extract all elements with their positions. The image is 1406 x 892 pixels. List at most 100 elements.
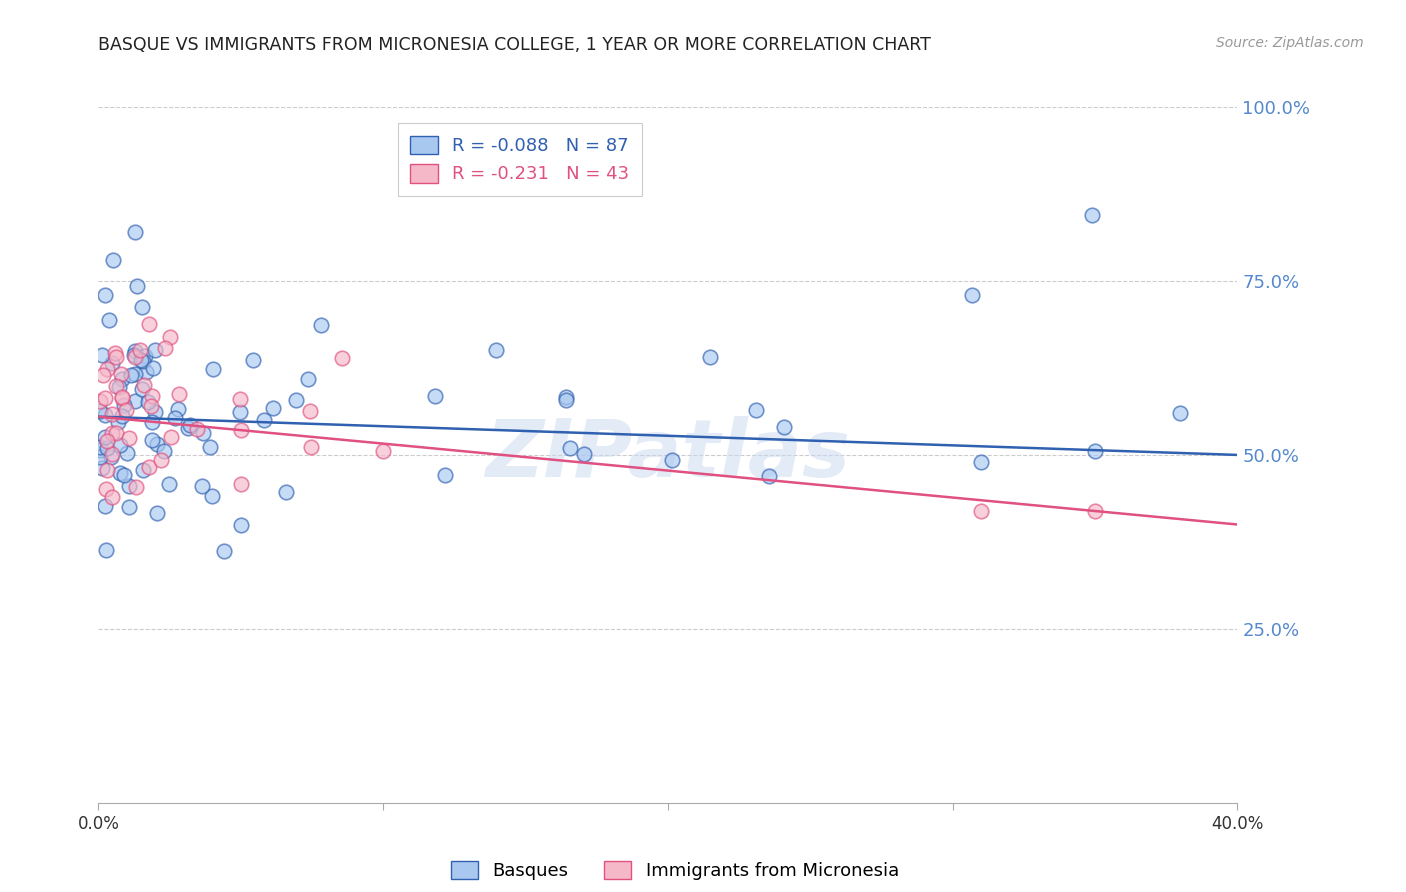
Point (143, 405, 166, 419)
Point (131, 300, 153, 314)
Point (94, 408, 117, 422)
Point (122, 348, 145, 362)
Point (115, 403, 138, 417)
Point (96, 463, 118, 477)
Point (94, 288, 117, 302)
Point (661, 453, 683, 467)
Point (150, 453, 173, 467)
Point (97, 313, 120, 327)
Point (110, 372, 132, 386)
Point (1170, 406, 1192, 420)
Point (138, 317, 160, 331)
Point (129, 343, 152, 357)
Point (112, 398, 135, 412)
Point (574, 447, 596, 461)
Point (125, 480, 148, 494)
Point (105, 378, 128, 392)
Point (89, 394, 111, 409)
Point (201, 362, 224, 376)
Point (1084, 503, 1107, 517)
Point (1081, 208, 1104, 222)
Point (177, 421, 200, 435)
Point (299, 404, 322, 418)
Point (141, 389, 163, 403)
Point (214, 544, 236, 558)
Text: BASQUE VS IMMIGRANTS FROM MICRONESIA COLLEGE, 1 YEAR OR MORE CORRELATION CHART: BASQUE VS IMMIGRANTS FROM MICRONESIA COL… (98, 36, 931, 54)
Point (89, 404, 111, 418)
Point (142, 361, 165, 376)
Point (110, 367, 132, 381)
Point (1084, 443, 1107, 458)
Point (112, 467, 135, 482)
Legend: Basques, Immigrants from Micronesia: Basques, Immigrants from Micronesia (443, 854, 907, 888)
Point (94, 482, 117, 496)
Point (485, 343, 508, 358)
Point (134, 349, 156, 363)
Point (191, 479, 214, 493)
Legend: R = -0.088   N = 87, R = -0.231   N = 43: R = -0.088 N = 87, R = -0.231 N = 43 (398, 123, 641, 196)
Point (101, 356, 124, 370)
Point (555, 391, 578, 405)
Point (124, 367, 146, 381)
Point (111, 390, 134, 404)
Point (159, 430, 181, 444)
Point (89, 440, 111, 454)
Point (772, 420, 794, 434)
Point (100, 425, 122, 440)
Point (105, 350, 128, 364)
Point (120, 368, 142, 382)
Point (107, 415, 129, 429)
Point (89, 450, 111, 465)
Point (135, 365, 157, 379)
Point (89, 443, 111, 458)
Point (758, 469, 780, 483)
Point (124, 225, 146, 239)
Point (101, 490, 124, 504)
Point (103, 346, 125, 360)
Point (153, 342, 176, 356)
Point (124, 394, 146, 409)
Point (179, 417, 201, 432)
Point (262, 401, 284, 416)
Point (201, 489, 224, 503)
Point (962, 288, 984, 302)
Point (433, 467, 456, 482)
Point (131, 382, 153, 396)
Point (186, 422, 208, 436)
Point (138, 395, 160, 409)
Point (143, 343, 166, 358)
Text: ZIPatlas: ZIPatlas (485, 416, 851, 494)
Point (970, 455, 993, 469)
Point (132, 463, 155, 477)
Text: Source: ZipAtlas.com: Source: ZipAtlas.com (1216, 36, 1364, 50)
Point (301, 440, 323, 454)
Point (129, 352, 152, 367)
Point (124, 351, 146, 365)
Point (96, 542, 118, 557)
Point (94, 500, 117, 514)
Point (297, 372, 319, 386)
Point (371, 444, 394, 458)
Point (96, 362, 118, 376)
Point (90, 348, 112, 362)
Point (745, 403, 768, 417)
Point (146, 506, 169, 520)
Point (145, 437, 167, 451)
Point (101, 253, 124, 268)
Point (554, 393, 576, 408)
Point (159, 329, 181, 343)
Point (132, 378, 155, 392)
Point (118, 500, 141, 514)
Point (198, 440, 221, 454)
Point (699, 351, 721, 365)
Point (330, 351, 353, 365)
Point (167, 402, 190, 417)
Point (276, 485, 298, 500)
Point (229, 405, 252, 419)
Point (193, 426, 215, 441)
Point (125, 279, 148, 293)
Point (118, 479, 141, 493)
Point (139, 399, 162, 413)
Point (141, 415, 163, 429)
Point (229, 424, 252, 438)
